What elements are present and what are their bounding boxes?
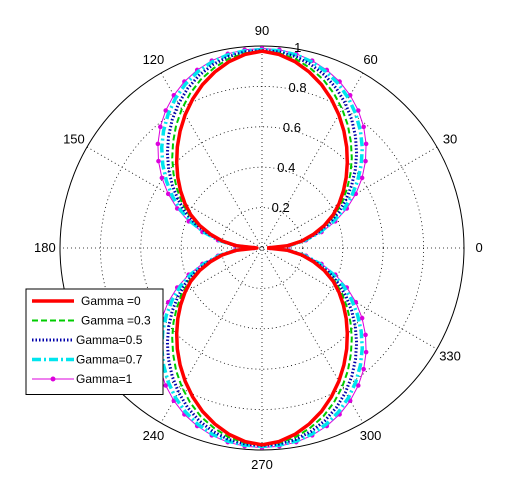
series-point-4 <box>359 175 365 181</box>
angle-tick-label: 120 <box>143 52 165 67</box>
angle-tick-label: 240 <box>143 428 165 443</box>
angle-tick-label: 270 <box>251 457 273 472</box>
series-point-4 <box>363 349 369 355</box>
legend-label: Gamma=0.7 <box>76 353 143 367</box>
angular-grid-spoke <box>160 72 364 424</box>
series-point-4 <box>363 158 368 164</box>
angle-tick-label: 180 <box>34 240 56 255</box>
legend-label: Gamma =0 <box>81 294 141 308</box>
legend-box <box>25 288 164 395</box>
legend-swatch-marker <box>50 376 56 382</box>
series-point-4 <box>158 124 163 130</box>
series-point-4 <box>361 124 366 130</box>
angular-grid-spoke <box>160 72 364 424</box>
angle-tick-label: 90 <box>255 23 269 38</box>
radial-tick-label: 0.6 <box>283 120 301 135</box>
series-line-0 <box>174 49 350 447</box>
radial-tick-label: 0.2 <box>272 200 290 215</box>
radial-tick-label: 0.4 <box>277 160 295 175</box>
radial-tick-label: 1 <box>294 40 301 55</box>
series-point-4 <box>355 108 361 113</box>
legend-label: Gamma=1 <box>76 372 133 386</box>
series-point-4 <box>355 383 361 388</box>
angle-tick-label: 30 <box>443 131 457 146</box>
series-point-4 <box>163 108 169 113</box>
angle-tick-label: 300 <box>360 428 382 443</box>
angle-tick-label: 60 <box>363 52 377 67</box>
radial-grid-circle <box>180 166 344 330</box>
series-point-4 <box>359 315 365 321</box>
legend-label: Gamma =0.3 <box>81 314 151 328</box>
series-line-2 <box>165 48 359 448</box>
radial-grid-circle <box>221 207 303 289</box>
series-point-4 <box>156 158 161 164</box>
series-point-4 <box>155 141 161 147</box>
legend-label: Gamma=0.5 <box>76 333 143 347</box>
series-point-4 <box>361 366 366 372</box>
series-point-4 <box>165 191 171 197</box>
radial-tick-label: 0.8 <box>288 80 306 95</box>
series-point-4 <box>159 175 165 181</box>
series-point-4 <box>363 141 369 147</box>
angular-grid-spoke <box>86 146 438 350</box>
angle-tick-label: 330 <box>439 349 461 364</box>
angle-tick-label: 0 <box>476 240 483 255</box>
series-point-4 <box>363 332 368 338</box>
legend: Gamma =0 Gamma =0.3 Gamma=0.5 Gamma=0.7 Gamm… <box>25 288 164 395</box>
series-point-4 <box>163 383 169 388</box>
angle-tick-label: 150 <box>63 131 85 146</box>
tick-labels: 0 30 60 90 120 150 180 240 270 300 330 0.2 0.4 0.6 0.8… <box>34 23 483 472</box>
